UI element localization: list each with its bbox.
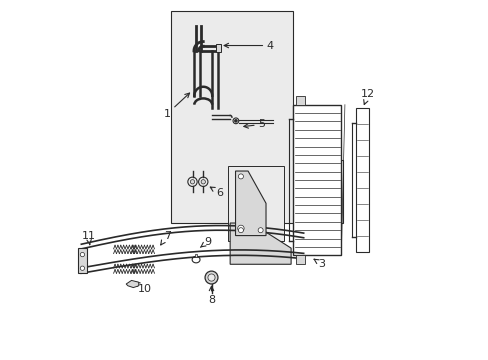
Polygon shape — [171, 12, 343, 223]
Polygon shape — [230, 223, 290, 264]
Circle shape — [80, 266, 84, 270]
Circle shape — [234, 120, 237, 122]
Text: 8: 8 — [207, 286, 215, 305]
Bar — [292, 105, 341, 255]
Circle shape — [187, 177, 197, 186]
Text: 3: 3 — [313, 259, 325, 269]
Circle shape — [204, 271, 218, 284]
Text: 5: 5 — [244, 120, 264, 129]
Bar — [78, 248, 86, 273]
Text: 2: 2 — [249, 218, 260, 230]
Text: 10: 10 — [135, 282, 151, 294]
Polygon shape — [126, 280, 139, 288]
Text: 11: 11 — [81, 231, 95, 245]
Circle shape — [80, 252, 84, 257]
Text: 6: 6 — [210, 187, 223, 198]
Text: 12: 12 — [361, 89, 374, 104]
Circle shape — [258, 228, 263, 233]
Text: 4: 4 — [224, 41, 273, 50]
Circle shape — [201, 180, 205, 184]
Circle shape — [238, 174, 243, 179]
Bar — [195, 253, 197, 257]
Polygon shape — [235, 171, 265, 235]
Text: 1: 1 — [163, 93, 189, 119]
Bar — [215, 44, 221, 52]
Bar — [296, 96, 305, 105]
Circle shape — [233, 118, 238, 124]
Text: 9: 9 — [200, 237, 211, 247]
Bar — [228, 166, 284, 241]
Bar — [355, 108, 368, 252]
Circle shape — [237, 225, 244, 231]
Circle shape — [190, 180, 194, 184]
Text: 7: 7 — [161, 231, 171, 245]
Circle shape — [198, 177, 207, 186]
Bar — [296, 255, 305, 264]
Circle shape — [207, 274, 215, 281]
Circle shape — [238, 228, 243, 233]
